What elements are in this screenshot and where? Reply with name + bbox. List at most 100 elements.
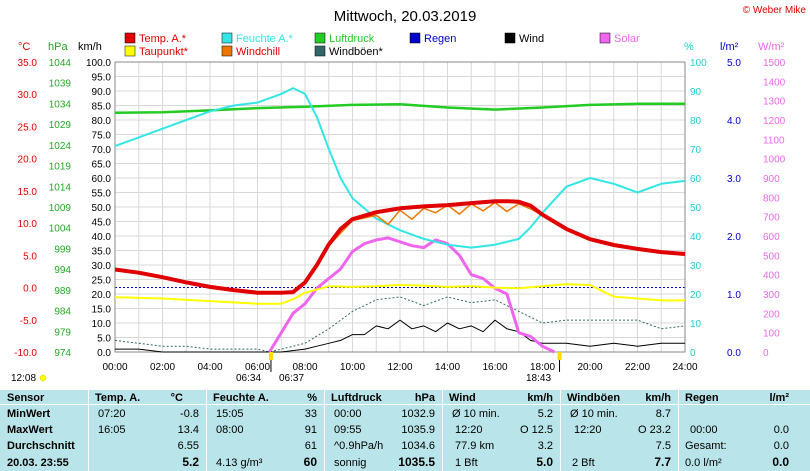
sunset-flag (557, 352, 562, 360)
min-press-time: 00:00 (334, 408, 362, 420)
solar-tick-label: 300 (763, 290, 780, 301)
column-divider (88, 390, 89, 471)
header-pressure-unit: hPa (414, 392, 435, 404)
marks (268, 352, 562, 372)
legend-label: Windchill (236, 46, 280, 58)
series-line (114, 199, 686, 295)
solar-tick-label: 400 (763, 271, 780, 282)
series-line (114, 283, 685, 305)
sunset-time: 18:43 (526, 373, 551, 384)
wind-tick-label: 0.0 (97, 348, 111, 359)
legend-label: Feuchte A.* (236, 33, 294, 45)
time-tick-label: 14:00 (435, 362, 460, 373)
timestamp: 12:08 (11, 373, 36, 384)
column-divider (324, 390, 325, 471)
min-gust-value: 8.7 (655, 408, 671, 420)
pressure-tick-label: 974 (54, 348, 71, 359)
avg-gust-value: 7.5 (655, 440, 671, 452)
humidity-tick-label: 20 (690, 290, 702, 301)
weather-chart: Mittwoch, 20.03.2019 © Weber Mike Temp. … (11, 5, 807, 384)
pressure-tick-label: 1044 (49, 58, 72, 69)
rain-tick-label: 2.0 (727, 232, 741, 243)
pressure-tick-label: 989 (54, 286, 71, 297)
pressure-axis-unit: hPa (48, 41, 68, 53)
header-pressure: Luftdruck (331, 392, 382, 404)
humidity-tick-label: 60 (690, 174, 702, 185)
pressure-tick-label: 1004 (49, 224, 72, 235)
time-tick-label: 16:00 (482, 362, 507, 373)
min-temp-time: 07:20 (98, 408, 126, 420)
legend-swatch (314, 32, 326, 44)
wind-tick-label: 30.0 (92, 261, 112, 272)
series-line (268, 236, 556, 354)
header-sensor: Sensor (7, 392, 45, 404)
rain-tick-label: 5.0 (727, 58, 741, 69)
wind-tick-label: 5.0 (97, 334, 111, 345)
pressure-tick-label: 1029 (49, 120, 72, 131)
wind-tick-label: 10.0 (92, 319, 112, 330)
max-wind-time: 12:20 (455, 424, 483, 436)
humidity-tick-label: 0 (690, 348, 696, 359)
wind-tick-label: 20.0 (92, 290, 112, 301)
time-tick-label: 24:00 (672, 362, 697, 373)
column-divider (560, 390, 561, 471)
table-row-divider (0, 404, 810, 405)
pressure-tick-label: 1039 (49, 79, 72, 90)
current-rain-value: 0.0 (772, 455, 789, 469)
current-hum-value: 60 (303, 455, 317, 469)
time-tick-label: 00:00 (102, 362, 127, 373)
wind-tick-label: 15.0 (92, 305, 112, 316)
wind-tick-label: 75.0 (92, 131, 112, 142)
solar-tick-label: 0 (763, 348, 769, 359)
time-tick-label: 10:00 (340, 362, 365, 373)
column-divider (678, 390, 679, 471)
legend-label: Taupunkt* (139, 46, 189, 58)
solar-tick-label: 1000 (763, 155, 786, 166)
wind-tick-label: 35.0 (92, 247, 112, 258)
temp-tick-label: 15.0 (18, 187, 38, 198)
current-temp-value: 5.2 (182, 455, 199, 469)
gust-beaufort: 2 Bft (572, 457, 595, 469)
solar-tick-label: 900 (763, 174, 780, 185)
pressure-tick-label: 1019 (49, 162, 72, 173)
wind-tick-label: 95.0 (92, 73, 112, 84)
temp-tick-label: 25.0 (18, 122, 38, 133)
time-tick-label: 06:00 (245, 362, 270, 373)
solar-tick-label: 1500 (763, 58, 786, 69)
header-rain-unit: l/m² (769, 392, 789, 404)
avg-hum-value: 61 (304, 440, 317, 452)
time-tick-label: 04:00 (197, 362, 222, 373)
humidity-tick-label: 80 (690, 116, 702, 127)
wind-tick-label: 45.0 (92, 218, 112, 229)
moment-time: 06:37 (279, 373, 304, 384)
humidity-tick-label: 50 (690, 203, 702, 214)
wind-beaufort: 1 Bft (455, 457, 478, 469)
series-line (115, 319, 685, 353)
plot-border (114, 61, 686, 353)
wind-tick-label: 70.0 (92, 145, 112, 156)
legend-swatch (599, 32, 611, 44)
max-rain-time: 00:00 (690, 424, 718, 436)
legend-label: Solar (614, 33, 640, 45)
pressure-tick-label: 999 (54, 244, 71, 255)
max-rain-value: 0.0 (773, 424, 789, 436)
temp-tick-label: 0.0 (23, 284, 37, 295)
row-label-current: 20.03. 23:55 (7, 457, 69, 469)
header-temp-unit: °C (170, 392, 183, 404)
solar-tick-label: 800 (763, 193, 780, 204)
wind-tick-label: 85.0 (92, 102, 112, 113)
time-tick-label: 20:00 (577, 362, 602, 373)
min-wind-value: 5.2 (537, 408, 553, 420)
header-rain: Regen (685, 392, 719, 404)
legend-swatch (221, 32, 233, 44)
solar-tick-label: 1300 (763, 97, 786, 108)
time-tick-label: 08:00 (292, 362, 317, 373)
copyright[interactable]: © Weber Mike (743, 5, 807, 16)
current-wind-value: 5.0 (536, 455, 553, 469)
rain-axis-unit: l/m² (720, 41, 739, 53)
weather-condition: sonnig (334, 457, 367, 469)
column-divider (442, 390, 443, 471)
min-hum-value: 33 (304, 408, 317, 420)
wind-tick-label: 80.0 (92, 116, 112, 127)
solar-tick-label: 700 (763, 213, 780, 224)
